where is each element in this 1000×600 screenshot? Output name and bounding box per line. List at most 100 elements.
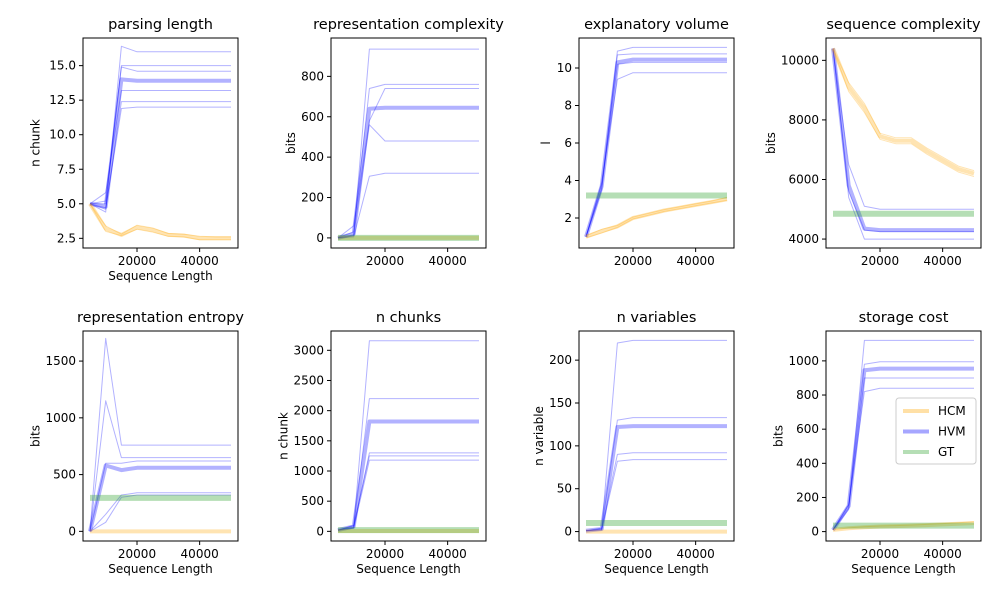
y-tick-label: 2.5 (57, 231, 76, 245)
series-line-hvm-1 (89, 337, 231, 532)
y-tick-label: 800 (301, 69, 324, 83)
series-line-hvm-2 (89, 400, 231, 532)
panel-title: parsing length (108, 17, 213, 33)
series-line-hvm-0 (585, 424, 727, 533)
legend-label-hcm: HCM (938, 404, 966, 418)
panel-4: 20000 40000 4000 6000 8000 10000 sequence comp… (764, 17, 982, 268)
y-tick-label: 1000 (45, 411, 76, 425)
series-line-hvm-2 (337, 83, 479, 239)
legend-box (895, 397, 977, 465)
x-axis-label: Sequence Length (604, 562, 708, 576)
y-tick-label: 400 (301, 150, 324, 164)
series-line-hcm-5 (832, 521, 975, 532)
plot-frame (330, 37, 487, 249)
series-line-hvm-0 (88, 463, 231, 532)
y-axis-label: bits (28, 425, 42, 447)
x-tick-label: 20000 (614, 547, 652, 561)
y-axis-label: n variable (532, 406, 546, 466)
y-tick-label: 1500 (293, 434, 324, 448)
series-line-hvm-0 (89, 77, 231, 209)
y-tick-label: 6000 (788, 172, 819, 186)
series-group (337, 340, 479, 534)
series-line-hvm-2 (832, 48, 974, 233)
series-line-hvm-2 (585, 417, 727, 532)
series-line-hcm-7 (585, 199, 728, 239)
series-line-hvm-4 (337, 124, 479, 239)
y-tick-label: 1000 (788, 354, 819, 368)
plot-frame (82, 330, 239, 542)
series-line-hvm-2 (585, 53, 727, 237)
x-tick-label: 40000 (429, 254, 467, 268)
y-tick-label: 6 (564, 136, 572, 150)
x-tick-label: 40000 (181, 547, 219, 561)
panel-6: 20000 40000 0 500 1000 1500 2000 2500 3000 n chun… (276, 310, 487, 576)
plot-frame (330, 330, 487, 542)
series-line-hcm-4 (831, 47, 975, 176)
panel-title: n variables (617, 310, 697, 326)
y-tick-label: 5.0 (57, 197, 76, 211)
series-line-hvm-4 (89, 90, 231, 205)
y-tick-label: 4000 (788, 232, 819, 246)
plot-frame (578, 330, 735, 542)
series-line-hcm-6 (585, 196, 728, 237)
plot-frame (825, 37, 982, 249)
series-line-hvm-4 (337, 455, 479, 531)
x-axis-label: Sequence Length (108, 562, 212, 576)
legend-label-gt: GT (938, 445, 955, 459)
y-tick-label: 10 (557, 61, 572, 75)
series-line-hcm-6 (832, 48, 975, 177)
series-line-hvm-3 (89, 66, 231, 205)
y-tick-label: 15.0 (49, 59, 76, 73)
x-tick-label: 20000 (614, 254, 652, 268)
y-tick-label: 3000 (293, 343, 324, 357)
y-tick-label: 7.5 (57, 162, 76, 176)
series-line-hcm-5 (585, 197, 728, 239)
y-axis-label: bits (771, 425, 785, 447)
x-tick-label: 20000 (118, 254, 156, 268)
legend: HCM HVM GT (895, 397, 977, 465)
series-line-hvm-5 (89, 494, 231, 532)
y-tick-label: 4 (564, 174, 572, 188)
panel-title: representation entropy (77, 310, 244, 326)
series-line-hvm-1 (89, 45, 231, 213)
x-axis-label: Sequence Length (851, 562, 955, 576)
series-line-hcm-6 (832, 521, 975, 531)
y-tick-label: 2 (564, 211, 572, 225)
y-tick-label: 8 (564, 99, 572, 113)
series-line-hvm-3 (832, 377, 974, 531)
series-group (584, 46, 728, 239)
panel-5: 20000 40000 0 500 1000 1500 representation ent… (28, 310, 244, 576)
series-line-hvm-4 (585, 72, 727, 237)
series-line-hvm-0 (831, 366, 974, 531)
panel-title: sequence complexity (826, 17, 981, 33)
y-tick-label: 0 (68, 524, 76, 538)
y-tick-label: 100 (549, 439, 572, 453)
y-tick-label: 0 (564, 525, 572, 539)
series-group (337, 48, 479, 241)
panel-title: storage cost (859, 310, 949, 326)
series-line-hvm-1 (337, 340, 479, 531)
series-line-hvm-5 (337, 172, 479, 239)
y-tick-label: 10000 (781, 53, 819, 67)
x-tick-label: 40000 (924, 254, 962, 268)
panel-1: 20000 40000 2.5 5.0 7.5 10.0 12.5 15.0 parsing l… (28, 17, 239, 283)
series-line-hvm-4 (89, 492, 231, 532)
y-tick-label: 600 (796, 422, 819, 436)
panel-8: 20000 40000 0 200 400 600 800 1000 storage cost S… (771, 310, 982, 576)
series-line-hvm-1 (585, 339, 727, 532)
x-tick-label: 20000 (366, 254, 404, 268)
y-tick-label: 12.5 (49, 93, 76, 107)
series-line-hcm-9 (89, 203, 231, 241)
plot-frame (82, 37, 239, 249)
y-tick-label: 1500 (45, 354, 76, 368)
series-line-hvm-5 (89, 101, 231, 210)
series-line-hvm-0 (831, 48, 974, 233)
series-group (831, 339, 975, 532)
series-group (88, 337, 231, 534)
y-axis-label: l (539, 141, 553, 144)
series-line-hvm-0 (584, 57, 727, 238)
series-line-hvm-3 (337, 452, 479, 531)
series-group (88, 45, 231, 241)
x-tick-label: 40000 (181, 254, 219, 268)
